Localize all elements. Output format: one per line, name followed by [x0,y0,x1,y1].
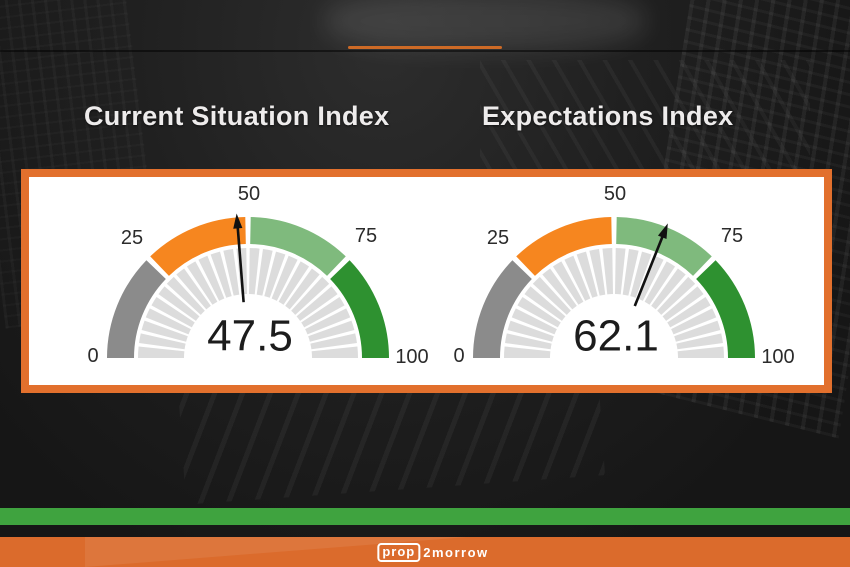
footer-bar: prop 2morrow [0,537,850,567]
top-accent-divider [348,46,502,49]
background-seam-line [0,50,850,52]
gauge-panel: 0 25 50 75 100 47.5 0 25 50 75 100 62.1 [21,169,832,393]
gauge-charts: 0 25 50 75 100 47.5 0 25 50 75 100 62.1 [87,183,794,368]
gauge-0: 0 25 50 75 100 47.5 [87,183,428,368]
logo-rest-text: 2morrow [423,544,489,560]
svg-text:25: 25 [487,227,509,249]
svg-text:50: 50 [604,183,626,205]
background-sky-patch [325,0,645,50]
gauge-title-current-situation: Current Situation Index [84,101,390,131]
svg-text:25: 25 [121,227,143,249]
prop2morrow-logo: prop 2morrow [377,537,488,567]
svg-text:0: 0 [453,345,464,367]
gauge-title-expectations: Expectations Index [482,101,734,131]
svg-text:100: 100 [761,346,794,368]
logo-prop-box: prop [377,542,421,562]
svg-text:50: 50 [238,183,260,205]
svg-text:75: 75 [721,225,743,247]
svg-text:0: 0 [87,345,98,367]
svg-text:47.5: 47.5 [207,312,293,361]
gauge-1: 0 25 50 75 100 62.1 [453,183,794,368]
svg-text:75: 75 [355,225,377,247]
svg-text:62.1: 62.1 [573,312,659,361]
footer-green-stripe [0,508,850,525]
svg-text:100: 100 [395,346,428,368]
